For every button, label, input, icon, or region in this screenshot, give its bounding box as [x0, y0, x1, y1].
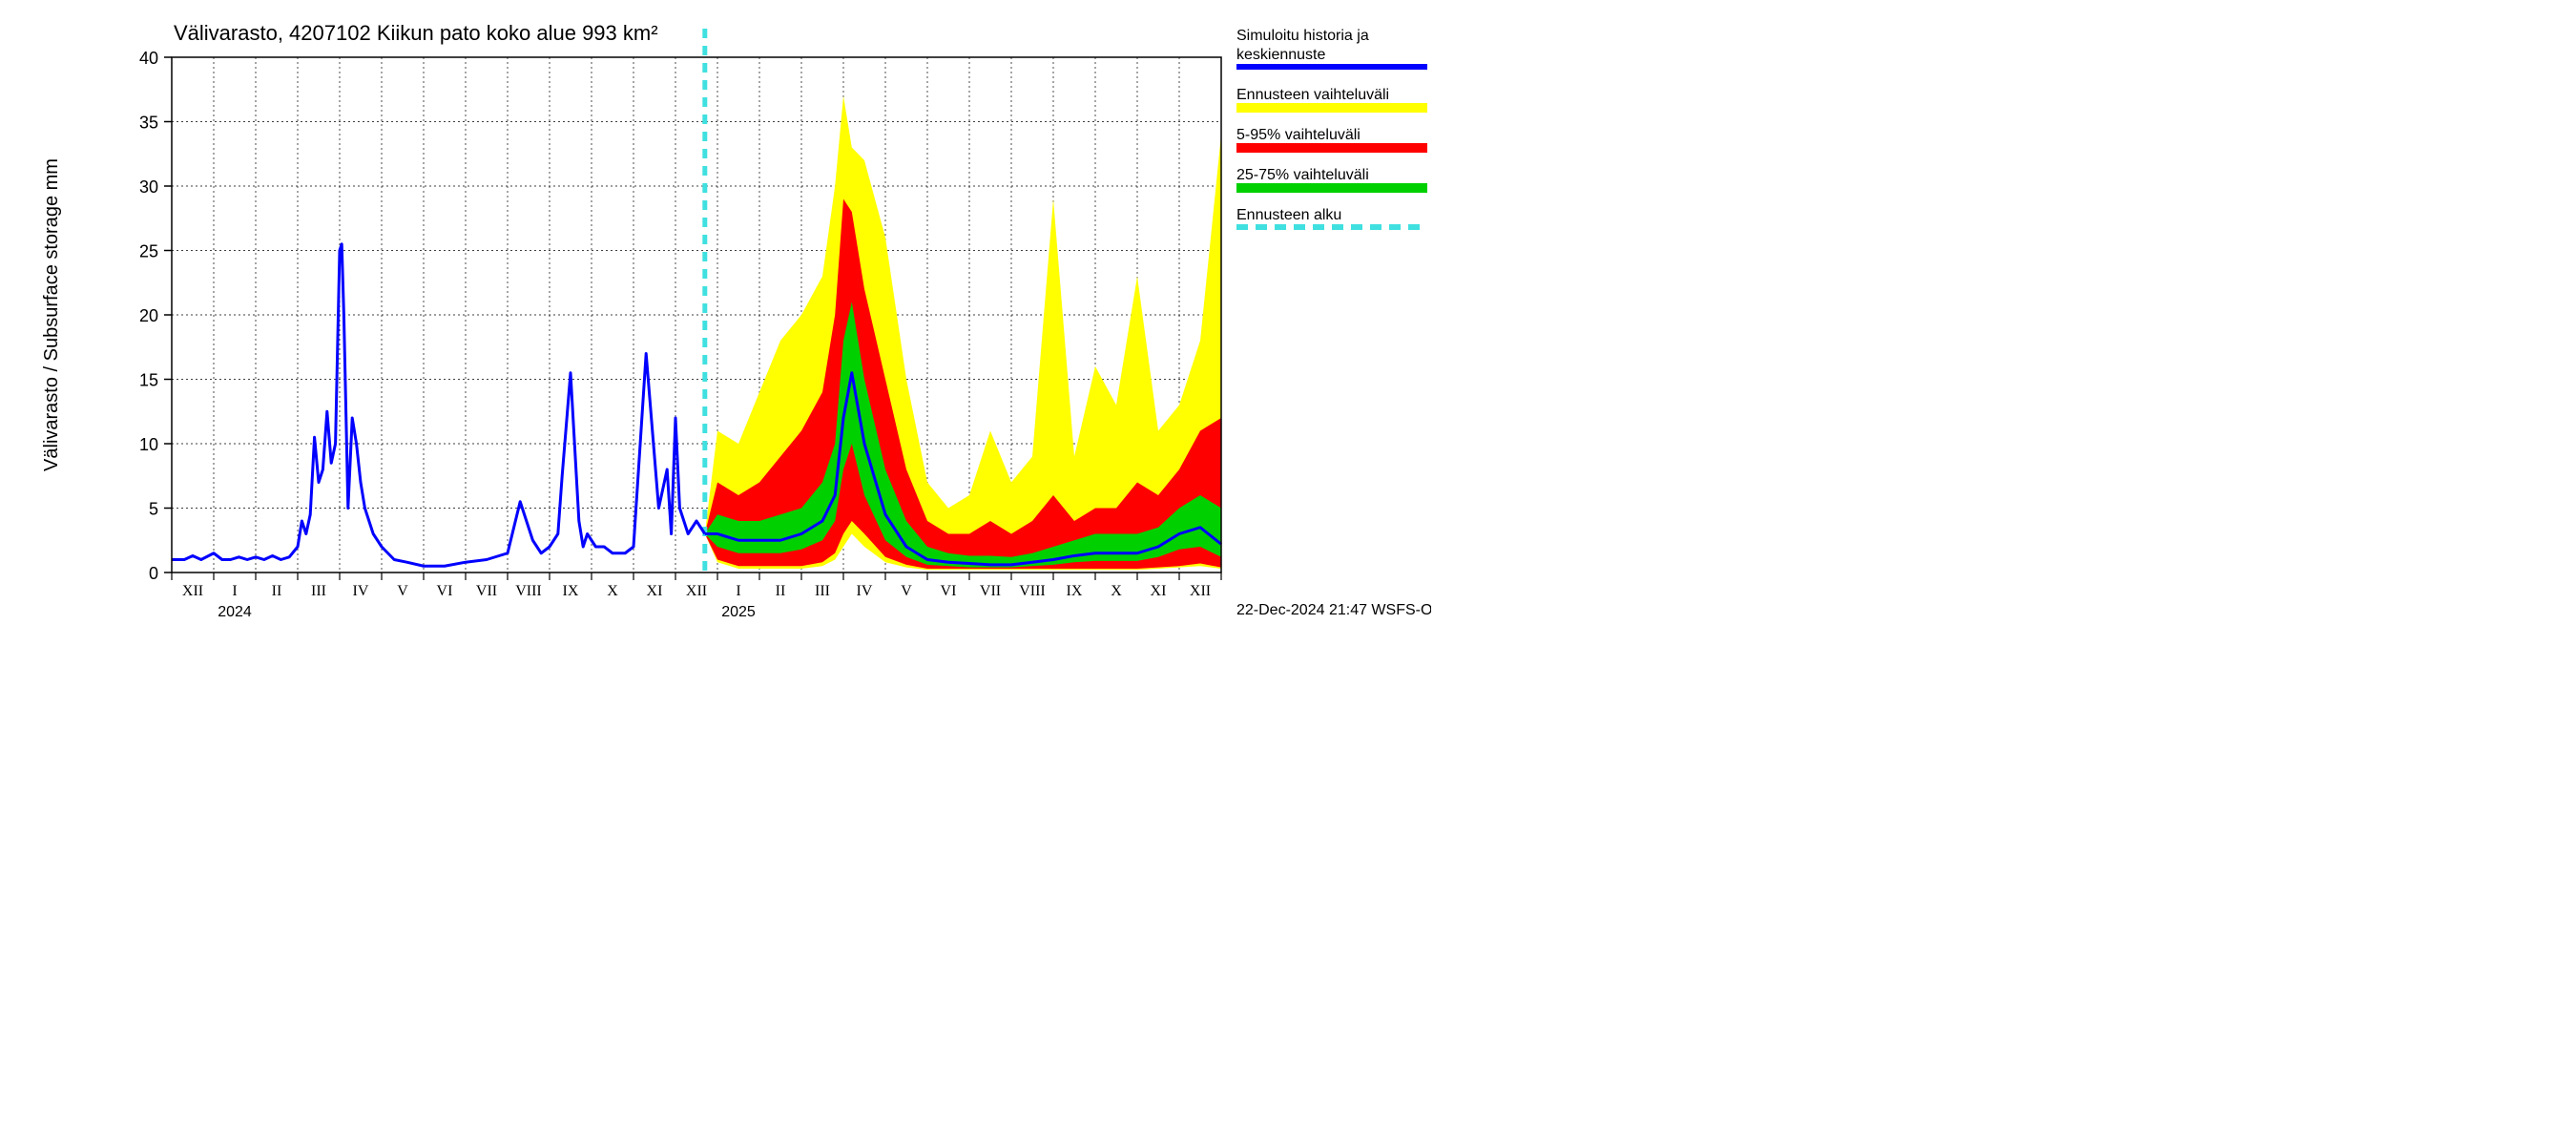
month-label: III: [311, 583, 326, 599]
month-label: X: [1111, 583, 1122, 599]
month-label: IV: [353, 583, 369, 599]
footer-text: 22-Dec-2024 21:47 WSFS-O: [1236, 602, 1431, 618]
legend-swatch: [1236, 183, 1427, 193]
month-label: X: [607, 583, 618, 599]
month-label: V: [397, 583, 408, 599]
legend-label: Simuloitu historia ja: [1236, 28, 1369, 44]
month-label: VII: [476, 583, 497, 599]
ytick-label: 5: [149, 500, 158, 519]
month-label: V: [901, 583, 912, 599]
month-label: VI: [437, 583, 453, 599]
legend-label: 25-75% vaihteluväli: [1236, 167, 1369, 183]
legend-swatch: [1236, 143, 1427, 153]
month-label: IX: [1067, 583, 1083, 599]
month-label: I: [736, 583, 740, 599]
legend-swatch: [1236, 103, 1427, 113]
ytick-label: 20: [139, 306, 158, 325]
month-label: XI: [1151, 583, 1167, 599]
month-label: VIII: [515, 583, 542, 599]
ytick-label: 40: [139, 49, 158, 68]
month-label: VII: [980, 583, 1001, 599]
month-label: XII: [686, 583, 707, 599]
month-label: VIII: [1019, 583, 1046, 599]
month-label: VI: [941, 583, 957, 599]
year-right: 2025: [721, 604, 756, 620]
chart-svg: 0510152025303540XIIIIIIIIIVVVIVIIVIIIIXX…: [0, 0, 1431, 636]
chart-title: Välivarasto, 4207102 Kiikun pato koko al…: [174, 21, 658, 45]
chart-container: 0510152025303540XIIIIIIIIIVVVIVIIVIIIIXX…: [0, 0, 1431, 636]
legend-label: Ennusteen vaihteluväli: [1236, 87, 1389, 103]
month-label: II: [272, 583, 282, 599]
ytick-label: 15: [139, 371, 158, 390]
year-left: 2024: [218, 604, 252, 620]
ytick-label: 35: [139, 114, 158, 133]
legend-label: Ennusteen alku: [1236, 207, 1341, 223]
ytick-label: 30: [139, 177, 158, 197]
month-label: III: [815, 583, 830, 599]
ytick-label: 10: [139, 435, 158, 454]
y-axis-label: Välivarasto / Subsurface storage mm: [41, 158, 62, 471]
ytick-label: 25: [139, 242, 158, 261]
month-label: II: [776, 583, 786, 599]
legend-label: 5-95% vaihteluväli: [1236, 127, 1361, 143]
month-label: I: [232, 583, 237, 599]
legend-label: keskiennuste: [1236, 47, 1325, 63]
month-label: XI: [647, 583, 663, 599]
month-label: XII: [1190, 583, 1211, 599]
month-label: XII: [182, 583, 203, 599]
month-label: IV: [857, 583, 873, 599]
month-label: IX: [563, 583, 579, 599]
ytick-label: 0: [149, 564, 158, 583]
